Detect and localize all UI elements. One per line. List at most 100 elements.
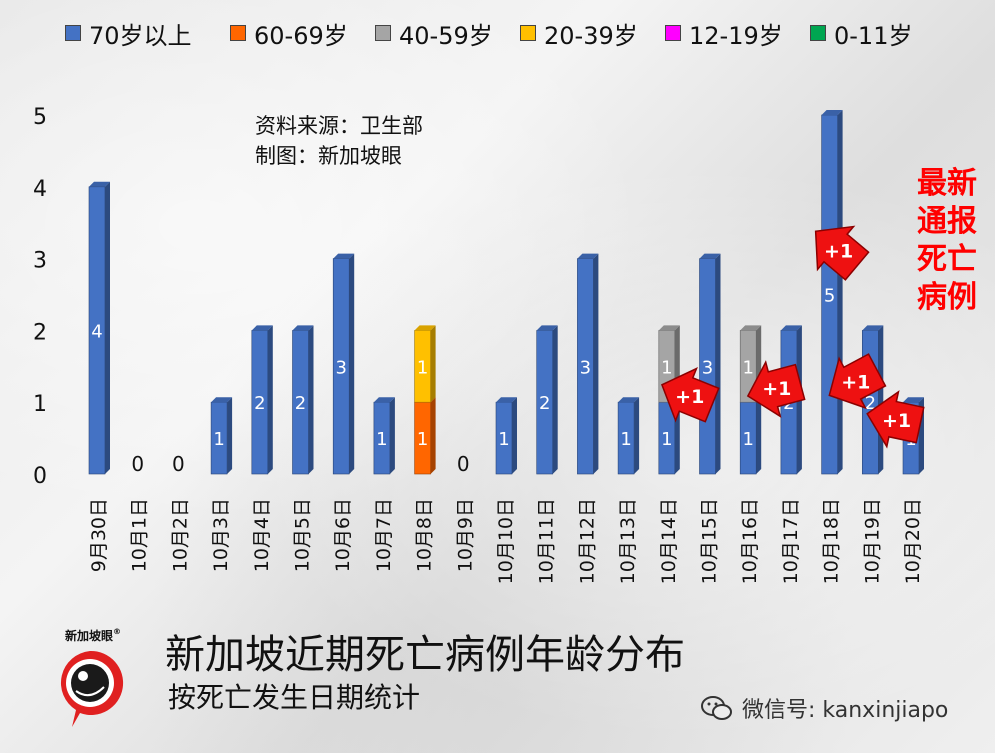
bar-data-label: 1 [376,429,387,450]
y-tick-label: 0 [33,464,47,489]
bar-segment [617,397,640,475]
legend-swatch-0-11 [810,25,826,41]
bar-data-label: 1 [417,429,428,450]
bar-segment [88,181,110,475]
legend-swatch-20-39 [520,25,536,41]
legend-label: 40-59岁 [399,21,493,50]
x-tick-label: 10月9日 [454,498,476,572]
bar-data-label: 1 [213,429,224,450]
annotation-label: +1 [675,386,704,408]
plus-one-arrow-icon [660,367,720,423]
bar-segment [414,325,436,403]
bar-data-label: 1 [498,429,509,450]
y-tick-label: 3 [33,249,47,274]
latest-deaths-callout: 最新 通报 死亡 病例 [912,165,982,317]
bar-data-label: 3 [335,357,346,378]
x-tick-label: 9月30日 [88,498,110,572]
y-axis: 0 1 2 3 4 5 [33,105,47,489]
legend-label: 60-69岁 [254,21,348,50]
bar-data-label: 1 [417,357,428,378]
bar-segment [577,253,599,475]
logo-text: 新加坡眼® [65,627,122,643]
bar-data-label: 2 [539,393,550,414]
bar-data-label: 1 [742,357,753,378]
x-tick-label: 10月20日 [902,498,924,584]
x-tick-label: 10月6日 [332,498,354,572]
logo-mark [60,650,124,727]
x-tick-label: 10月12日 [576,498,598,584]
credit-line: 制图：新加坡眼 [255,144,402,168]
wechat-handle: 微信号: kanxinjiapo [700,692,948,724]
wechat-label: 微信号: kanxinjiapo [742,698,949,723]
bar-data-label: 0 [131,452,144,476]
legend-item: 0-11岁 [810,16,912,50]
bar-segment [536,325,558,475]
y-tick-label: 1 [33,392,47,417]
annotation-label: +1 [762,378,791,400]
legend-label: 12-19岁 [689,21,783,50]
x-tick-label: 10月2日 [169,498,191,572]
legend-swatch-60-69 [230,25,246,41]
plus-one-arrow-icon [746,360,806,418]
x-tick-label: 10月7日 [373,498,395,572]
annotation-label: +1 [824,241,853,263]
legend-item: 20-39岁 [520,16,638,50]
annotation-layer: +1 +1 +1 +1 +1 [660,225,925,449]
chart-subtitle: 按死亡发生日期统计 [168,681,421,714]
legend-item: 70岁以上 [65,16,192,50]
bar-data-label: 1 [661,429,672,450]
y-tick-label: 4 [33,177,47,202]
bar-segment [373,397,395,475]
callout-line: 死亡 [917,242,977,277]
bar-data-label: 2 [295,393,306,414]
callout-line: 病例 [917,280,977,315]
x-tick-label: 10月3日 [210,498,232,572]
bar-data-label: 2 [865,393,876,414]
bar-data-label: 1 [620,429,631,450]
legend-label: 20-39岁 [544,21,638,50]
x-tick-label: 10月19日 [861,498,883,584]
legend-item: 40-59岁 [375,16,493,50]
chart-title: 新加坡近期死亡病例年龄分布 [165,632,685,678]
annotation-label: +1 [882,410,911,432]
bar-data-label: 1 [742,429,753,450]
bar-data-label: 0 [172,452,185,476]
legend-swatch-12-19 [665,25,681,41]
bar-segment [332,253,355,475]
x-tick-label: 10月13日 [617,498,639,584]
bar-data-label: 0 [457,452,470,476]
x-tick-label: 10月14日 [658,498,680,584]
x-tick-label: 10月1日 [129,498,151,572]
x-tick-label: 10月17日 [780,498,802,584]
bar-segment [292,325,314,475]
legend-item: 60-69岁 [230,16,348,50]
plus-one-arrow-icon [828,353,887,410]
callout-line: 最新 [917,166,977,201]
bars-layer: 400122311101231113112521 [88,110,924,476]
x-tick-label: 10月8日 [414,498,436,572]
x-tick-label: 10月11日 [536,498,558,584]
legend-label: 70岁以上 [89,21,192,50]
bar-segment [251,325,273,475]
x-tick-label: 10月5日 [292,498,314,572]
legend-swatch-40-59 [375,25,391,41]
bar-data-label: 5 [824,286,835,307]
x-tick-label: 10月4日 [251,498,273,572]
bar-data-label: 4 [91,321,102,342]
x-tick-label: 10月18日 [821,498,843,584]
y-tick-label: 5 [33,105,47,130]
bar-segment [210,397,233,475]
plus-one-arrow-icon [866,390,925,449]
x-tick-label: 10月15日 [699,498,721,584]
legend-label: 0-11岁 [834,21,913,50]
plus-one-arrow-icon [814,225,870,281]
annotation-label: +1 [841,371,870,393]
bar-data-label: 3 [702,357,713,378]
legend-item: 12-19岁 [665,16,783,50]
bar-segment [495,397,517,475]
bar-data-label: 3 [580,357,591,378]
x-axis: 9月30日 10月1日 10月2日 10月3日 10月4日 10月5日 10月6日 10月7日… [88,498,924,584]
bar-data-label: 2 [254,393,265,414]
x-tick-label: 10月16日 [739,498,761,584]
